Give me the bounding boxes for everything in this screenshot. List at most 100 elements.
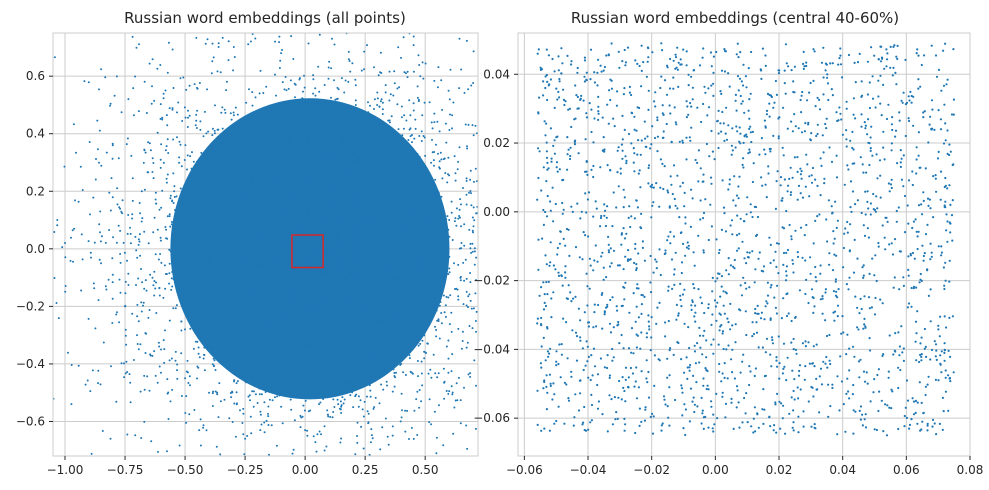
- data-point: [377, 251, 380, 254]
- data-point: [251, 355, 254, 358]
- data-point: [333, 322, 336, 325]
- data-point: [268, 333, 271, 336]
- data-point: [179, 187, 182, 190]
- data-point: [355, 160, 358, 163]
- data-point: [372, 407, 375, 410]
- data-point: [333, 338, 336, 341]
- data-point: [250, 264, 253, 267]
- data-point: [274, 215, 277, 218]
- data-point: [545, 180, 548, 183]
- data-point: [224, 111, 227, 114]
- data-point: [573, 118, 576, 121]
- data-point: [402, 300, 405, 303]
- data-point: [219, 71, 222, 74]
- data-point: [286, 368, 289, 371]
- y-tick-label: 0.0: [26, 242, 45, 256]
- data-point: [344, 230, 347, 232]
- data-point: [421, 339, 424, 342]
- data-point: [793, 113, 796, 116]
- data-point: [180, 352, 183, 355]
- data-point: [635, 268, 638, 272]
- data-point: [640, 139, 643, 142]
- data-point: [728, 183, 731, 186]
- data-point: [426, 188, 429, 190]
- data-point: [319, 218, 322, 221]
- data-point: [393, 260, 396, 263]
- data-point: [220, 141, 222, 144]
- data-point: [276, 256, 279, 259]
- data-point: [187, 207, 190, 210]
- data-point: [450, 330, 453, 333]
- data-point: [254, 96, 257, 99]
- data-point: [285, 253, 288, 256]
- data-point: [305, 286, 308, 289]
- data-point: [168, 282, 171, 285]
- data-point: [314, 101, 317, 104]
- data-point: [437, 193, 440, 196]
- data-point: [662, 187, 665, 191]
- data-point: [570, 60, 573, 63]
- data-point: [178, 161, 181, 164]
- data-point: [289, 358, 291, 361]
- data-point: [361, 343, 364, 346]
- data-point: [289, 181, 292, 184]
- data-point: [172, 307, 175, 310]
- data-point: [400, 362, 403, 365]
- data-point: [327, 77, 330, 80]
- data-point: [246, 351, 249, 354]
- data-point: [555, 364, 558, 367]
- data-point: [419, 192, 422, 195]
- data-point: [463, 91, 466, 94]
- data-point: [735, 109, 738, 112]
- data-point: [223, 245, 226, 248]
- data-point: [316, 243, 319, 245]
- data-point: [769, 261, 772, 265]
- data-point: [235, 301, 238, 304]
- data-point: [650, 316, 653, 319]
- y-tick-label: −0.4: [16, 357, 45, 371]
- data-point: [540, 68, 544, 71]
- data-point: [257, 235, 260, 238]
- data-point: [792, 271, 795, 274]
- data-point: [459, 198, 462, 201]
- data-point: [284, 264, 287, 267]
- data-point: [272, 288, 275, 291]
- data-point: [451, 127, 453, 130]
- data-point: [915, 359, 918, 362]
- data-point: [229, 286, 232, 289]
- data-point: [321, 272, 324, 275]
- data-point: [416, 219, 419, 222]
- data-point: [183, 106, 186, 109]
- data-point: [378, 402, 381, 405]
- data-point: [386, 314, 388, 316]
- data-point: [712, 338, 715, 341]
- data-point: [569, 146, 572, 149]
- data-point: [660, 75, 663, 78]
- data-point: [223, 108, 226, 111]
- data-point: [329, 383, 332, 385]
- data-point: [410, 426, 413, 429]
- data-point: [720, 285, 723, 288]
- data-point: [440, 195, 443, 198]
- data-point: [378, 105, 381, 108]
- data-point: [144, 279, 147, 282]
- data-point: [835, 176, 839, 179]
- data-point: [278, 181, 281, 184]
- data-point: [412, 300, 415, 303]
- data-point: [846, 377, 849, 380]
- data-point: [688, 346, 691, 350]
- data-point: [387, 295, 390, 298]
- data-point: [200, 283, 203, 286]
- data-point: [900, 99, 903, 102]
- data-point: [297, 237, 300, 240]
- data-point: [333, 237, 336, 240]
- data-point: [583, 59, 587, 62]
- data-point: [363, 68, 365, 71]
- data-point: [376, 281, 379, 284]
- data-point: [227, 185, 230, 188]
- data-point: [573, 416, 576, 419]
- data-point: [300, 253, 303, 256]
- data-point: [856, 326, 859, 329]
- data-point: [418, 239, 421, 242]
- data-point: [292, 380, 295, 383]
